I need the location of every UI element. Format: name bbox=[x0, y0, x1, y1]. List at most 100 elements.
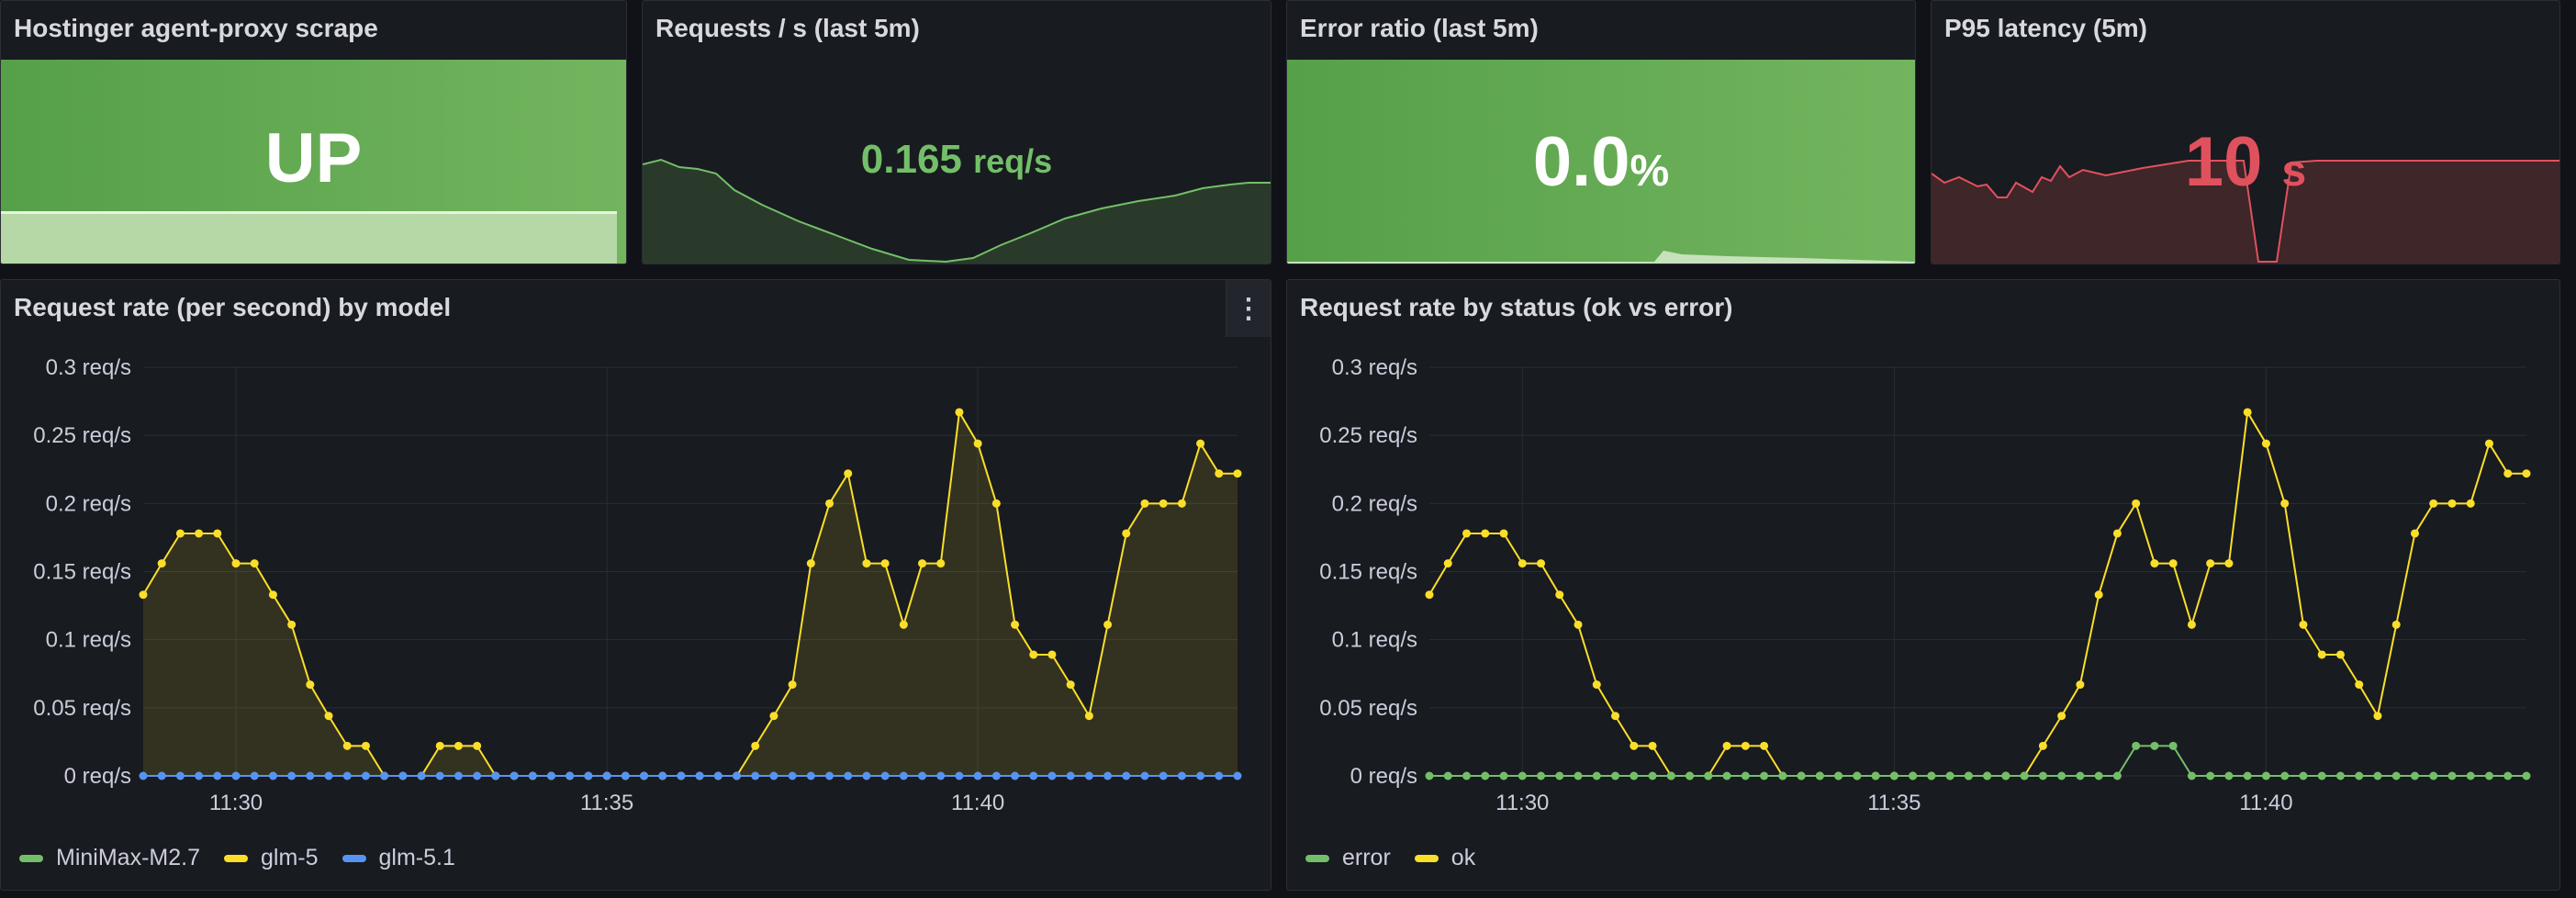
data-point-glm-5 bbox=[157, 559, 166, 568]
stat-panel-requests[interactable]: Requests / s (last 5m) 0.165 req/s bbox=[642, 0, 1271, 264]
data-point-ok bbox=[1555, 590, 1564, 600]
data-point-ok bbox=[1630, 741, 1639, 750]
data-point-glm-5.1 bbox=[454, 771, 463, 780]
legend-item[interactable]: error bbox=[1305, 845, 1391, 871]
legend-swatch bbox=[223, 854, 248, 862]
data-point-glm-5.1 bbox=[491, 771, 500, 780]
data-point-glm-5.1 bbox=[1066, 771, 1075, 780]
data-point-ok bbox=[2057, 712, 2066, 721]
data-point-ok bbox=[2132, 499, 2141, 508]
data-point-glm-5.1 bbox=[417, 771, 426, 780]
data-point-glm-5.1 bbox=[955, 771, 964, 780]
data-point-error bbox=[1797, 771, 1806, 780]
legend-item[interactable]: ok bbox=[1414, 845, 1475, 871]
data-point-error bbox=[2243, 771, 2252, 780]
data-point-glm-5.1 bbox=[213, 771, 222, 780]
data-point-glm-5.1 bbox=[473, 771, 482, 780]
data-point-glm-5.1 bbox=[398, 771, 408, 780]
stat-number: 0.165 bbox=[860, 137, 962, 182]
data-point-glm-5.1 bbox=[1047, 771, 1057, 780]
data-point-ok bbox=[1499, 529, 1508, 538]
data-point-glm-5 bbox=[973, 439, 982, 448]
data-point-error bbox=[2001, 771, 2010, 780]
data-point-error bbox=[2355, 771, 2364, 780]
stat-panel-p95-latency[interactable]: P95 latency (5m) 10 s bbox=[1931, 0, 2560, 264]
data-point-error bbox=[2187, 771, 2196, 780]
data-point-glm-5 bbox=[918, 559, 927, 568]
y-tick-label: 0.15 req/s bbox=[1319, 560, 1417, 585]
data-point-glm-5 bbox=[213, 529, 222, 538]
data-point-glm-5 bbox=[139, 590, 148, 600]
data-point-glm-5.1 bbox=[1122, 771, 1131, 780]
data-point-glm-5 bbox=[231, 559, 241, 568]
panel-title: Requests / s (last 5m) bbox=[655, 14, 920, 42]
chart-legend: MiniMax-M2.7 glm-5 glm-5.1 bbox=[19, 845, 455, 871]
data-point-glm-5 bbox=[287, 620, 297, 629]
data-point-glm-5.1 bbox=[788, 771, 797, 780]
data-point-glm-5.1 bbox=[769, 771, 778, 780]
legend-item[interactable]: MiniMax-M2.7 bbox=[19, 845, 200, 871]
data-point-glm-5.1 bbox=[973, 771, 982, 780]
data-point-glm-5 bbox=[844, 469, 853, 478]
data-point-glm-5 bbox=[1233, 469, 1242, 478]
data-point-glm-5.1 bbox=[899, 771, 908, 780]
data-point-error bbox=[2317, 771, 2326, 780]
data-point-glm-5.1 bbox=[1196, 771, 1205, 780]
kebab-menu-icon[interactable]: ⋮ bbox=[1226, 280, 1271, 337]
stat-value: 0.0% bbox=[1287, 122, 1915, 202]
data-point-error bbox=[2020, 771, 2029, 780]
legend-swatch bbox=[342, 854, 366, 862]
data-point-glm-5.1 bbox=[528, 771, 537, 780]
data-point-glm-5.1 bbox=[1140, 771, 1149, 780]
panel-title: Request rate (per second) by model bbox=[14, 293, 452, 321]
data-point-glm-5.1 bbox=[695, 771, 704, 780]
data-point-error bbox=[1611, 771, 1620, 780]
y-tick-label: 0.25 req/s bbox=[33, 423, 131, 448]
data-point-error bbox=[1964, 771, 1973, 780]
data-point-glm-5.1 bbox=[231, 771, 241, 780]
data-point-glm-5 bbox=[1066, 680, 1075, 690]
stat-panel-error-ratio[interactable]: Error ratio (last 5m) 0.0% bbox=[1286, 0, 1916, 264]
stat-sparkline bbox=[643, 158, 1271, 264]
timeseries-panel-by-model[interactable]: Request rate (per second) by model ⋮ 0 r… bbox=[0, 279, 1271, 891]
data-point-glm-5.1 bbox=[713, 771, 722, 780]
data-point-ok bbox=[2112, 529, 2122, 538]
x-tick-label: 11:35 bbox=[580, 791, 633, 815]
stat-panel-scrape[interactable]: Hostinger agent-proxy scrape UP bbox=[0, 0, 627, 264]
legend-item[interactable]: glm-5 bbox=[223, 845, 319, 871]
data-point-error bbox=[2094, 771, 2103, 780]
data-point-glm-5.1 bbox=[139, 771, 148, 780]
data-point-error bbox=[2522, 771, 2531, 780]
legend-item[interactable]: glm-5.1 bbox=[342, 845, 455, 871]
data-point-ok bbox=[2429, 499, 2438, 508]
y-tick-label: 0.3 req/s bbox=[1332, 355, 1417, 380]
data-point-error bbox=[1741, 771, 1750, 780]
data-point-glm-5 bbox=[1122, 529, 1131, 538]
timeseries-panel-by-status[interactable]: Request rate by status (ok vs error) 0 r… bbox=[1286, 279, 2560, 891]
data-point-ok bbox=[2299, 620, 2308, 629]
x-tick-label: 11:40 bbox=[951, 791, 1004, 815]
data-point-error bbox=[2206, 771, 2215, 780]
data-point-error bbox=[1425, 771, 1434, 780]
stat-sparkline bbox=[1287, 251, 1915, 264]
panel-title: P95 latency (5m) bbox=[1944, 14, 2147, 42]
data-point-glm-5 bbox=[1029, 650, 1038, 659]
data-point-glm-5 bbox=[195, 529, 204, 538]
data-point-glm-5 bbox=[1196, 439, 1205, 448]
data-point-ok bbox=[2168, 559, 2178, 568]
data-point-glm-5 bbox=[1084, 712, 1093, 721]
data-point-glm-5.1 bbox=[195, 771, 204, 780]
data-point-ok bbox=[2243, 408, 2252, 417]
legend-swatch bbox=[1414, 854, 1439, 862]
data-point-glm-5.1 bbox=[806, 771, 815, 780]
data-point-glm-5.1 bbox=[324, 771, 333, 780]
data-point-glm-5 bbox=[1103, 620, 1113, 629]
stat-background bbox=[1287, 60, 1915, 264]
data-point-ok bbox=[2206, 559, 2215, 568]
y-tick-label: 0.2 req/s bbox=[46, 491, 131, 516]
data-point-ok bbox=[2466, 499, 2475, 508]
legend-label: MiniMax-M2.7 bbox=[56, 845, 200, 870]
data-point-glm-5 bbox=[936, 559, 946, 568]
data-point-error bbox=[1462, 771, 1472, 780]
data-point-glm-5 bbox=[1177, 499, 1186, 508]
